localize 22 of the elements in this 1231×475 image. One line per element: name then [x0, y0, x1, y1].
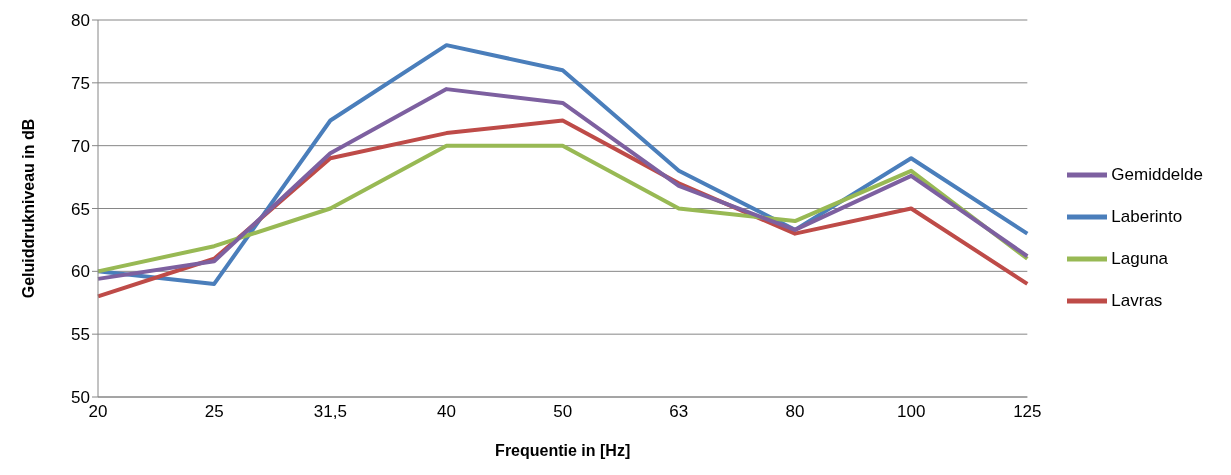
y-tick-label: 55 [71, 325, 90, 345]
y-tick-label: 50 [71, 388, 90, 408]
legend-label: Laguna [1111, 248, 1169, 268]
legend-label: Lavras [1111, 290, 1163, 310]
y-tick-label: 70 [71, 136, 90, 156]
x-tick-label: 125 [1013, 402, 1042, 422]
legend-label: Laberinto [1111, 206, 1183, 226]
x-tick-label: 20 [88, 402, 108, 422]
x-tick-label: 63 [669, 402, 689, 422]
x-axis-title: Frequentie in [Hz] [495, 442, 631, 460]
y-tick-label: 80 [71, 11, 90, 31]
x-tick-label: 80 [785, 402, 805, 422]
x-tick-label: 50 [553, 402, 573, 422]
y-tick-label: 75 [71, 73, 90, 93]
x-tick-label: 25 [204, 402, 224, 422]
legend-label: Gemiddelde [1111, 164, 1203, 184]
y-axis-title: Geluiddrukniveau in dB [19, 118, 37, 299]
x-tick-label: 40 [437, 402, 456, 422]
y-tick-label: 65 [71, 199, 90, 219]
x-tick-label: 31,5 [313, 402, 347, 422]
y-tick-label: 60 [71, 262, 90, 282]
x-tick-label: 100 [896, 402, 926, 422]
